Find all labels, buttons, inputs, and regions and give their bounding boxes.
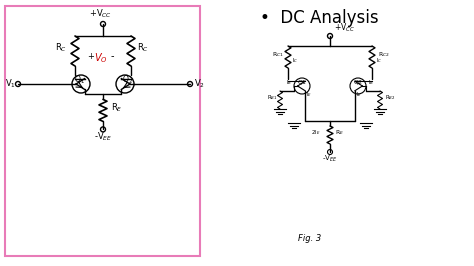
Text: R$_C$: R$_C$ (137, 41, 149, 53)
Text: -V$_{EE}$: -V$_{EE}$ (94, 130, 112, 143)
Text: •  DC Analysis: • DC Analysis (260, 9, 379, 27)
Text: I$_B$: I$_B$ (368, 78, 374, 87)
Text: I$_E$: I$_E$ (356, 90, 362, 99)
Text: R$_{B1}$: R$_{B1}$ (267, 93, 277, 102)
Text: Q$_1$: Q$_1$ (73, 74, 84, 86)
Text: I$_C$: I$_C$ (292, 56, 298, 65)
Text: I$_B$: I$_B$ (286, 78, 292, 87)
Text: 2I$_E$: 2I$_E$ (311, 128, 321, 137)
Text: -: - (110, 51, 114, 61)
Text: Q1: Q1 (298, 80, 306, 85)
Text: +: + (88, 52, 94, 61)
Text: -V$_{EE}$: -V$_{EE}$ (322, 154, 338, 164)
Text: R$_E$: R$_E$ (111, 101, 123, 114)
Text: +V$_{CC}$: +V$_{CC}$ (334, 21, 355, 34)
Text: V$_2$: V$_2$ (193, 78, 204, 90)
Text: I$_E$: I$_E$ (306, 90, 312, 99)
Bar (5, 6, 200, 256)
Text: R$_C$: R$_C$ (55, 41, 67, 53)
Text: R$_{B2}$: R$_{B2}$ (385, 93, 395, 102)
Text: +V$_{CC}$: +V$_{CC}$ (90, 7, 112, 19)
Text: R$_E$: R$_E$ (336, 128, 345, 137)
Text: Fig. 3: Fig. 3 (298, 234, 322, 243)
Text: V$_1$: V$_1$ (5, 78, 16, 90)
Text: $V_O$: $V_O$ (94, 51, 108, 65)
Text: R$_{C1}$: R$_{C1}$ (272, 50, 284, 59)
Text: Q2: Q2 (354, 80, 363, 85)
Text: R$_{C2}$: R$_{C2}$ (378, 50, 390, 59)
Text: I$_C$: I$_C$ (376, 56, 383, 65)
Text: Q$_2$: Q$_2$ (121, 74, 133, 86)
